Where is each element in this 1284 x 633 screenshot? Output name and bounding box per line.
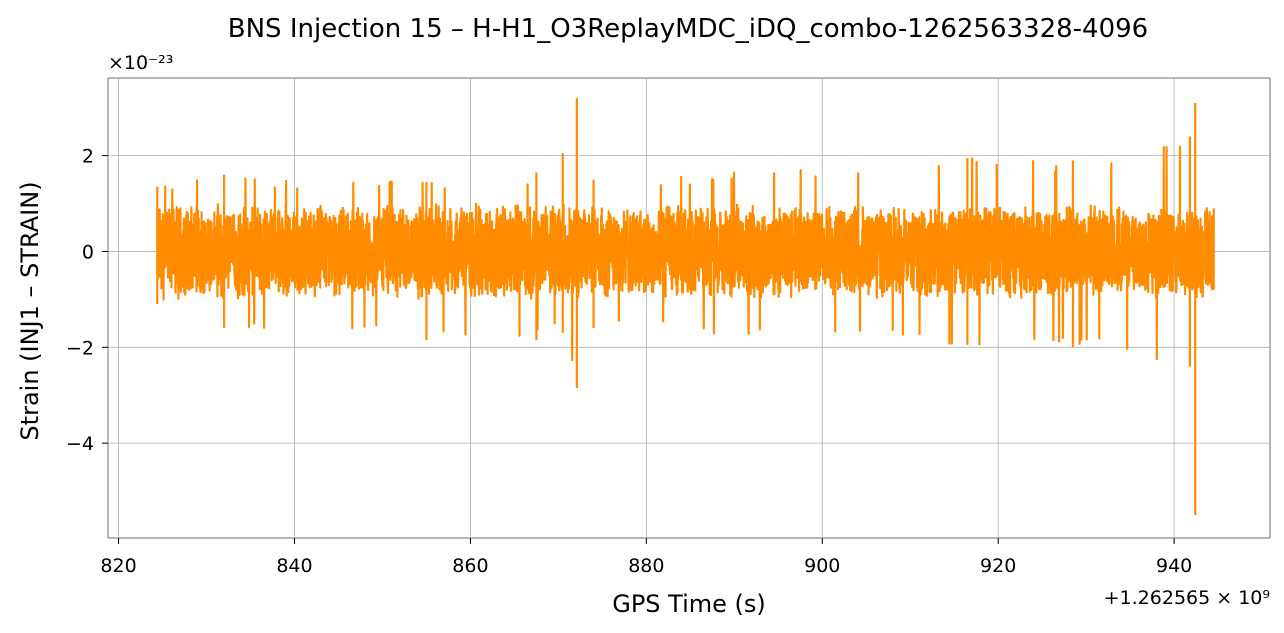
y-tick-label: 0 [82, 241, 94, 263]
y-scale-label: ×10⁻²³ [108, 52, 173, 74]
axes-frame [107, 77, 1271, 539]
chart-title: BNS Injection 15 – H-H1_O3ReplayMDC_iDQ_… [228, 14, 1148, 44]
y-axis-ticks: −4 −2 0 2 [66, 146, 108, 455]
grid [108, 78, 1270, 538]
x-tick-label: 840 [276, 555, 312, 577]
x-axis-ticks: 820 840 860 880 900 920 940 [100, 538, 1192, 577]
x-tick-label: 880 [628, 555, 664, 577]
y-tick-label: 2 [82, 146, 94, 168]
y-tick-label: −4 [66, 433, 94, 455]
y-tick-label: −2 [66, 337, 94, 359]
x-tick-label: 900 [804, 555, 840, 577]
x-axis-label: GPS Time (s) [612, 590, 766, 618]
x-offset-label: +1.262565 × 10⁹ [1104, 587, 1270, 609]
x-tick-label: 920 [980, 555, 1016, 577]
strain-series-line [156, 98, 1215, 515]
y-axis-label: Strain (INJ1 – STRAIN) [16, 181, 44, 440]
x-tick-label: 820 [100, 555, 136, 577]
x-tick-label: 860 [452, 555, 488, 577]
plot-area [156, 98, 1215, 515]
x-tick-label: 940 [1156, 555, 1192, 577]
